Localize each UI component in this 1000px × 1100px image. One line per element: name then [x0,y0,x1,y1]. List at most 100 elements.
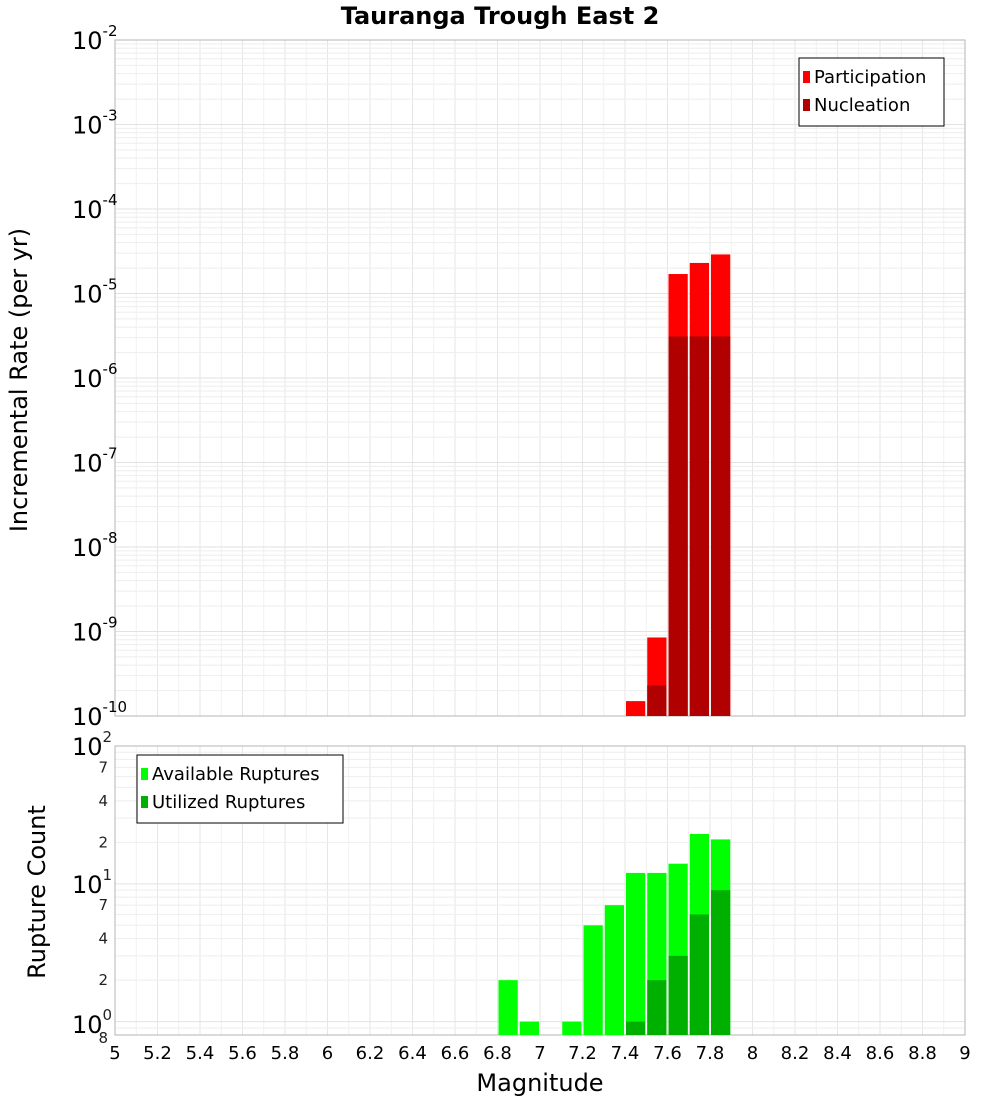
bottom-y-tick-label: 101 [72,866,112,899]
chart-title: Tauranga Trough East 2 [341,2,660,30]
bar-available-ruptures [626,872,646,1035]
x-tick-label: 9 [959,1043,970,1064]
x-tick-label: 5.2 [143,1043,172,1064]
tick-base: 10 [72,27,103,55]
tick-exponent: 2 [103,728,113,746]
x-tick-label: 6.2 [356,1043,385,1064]
tick-exponent: -7 [103,445,118,463]
bottom-y-tick-label: 100 [72,1006,112,1039]
x-tick-label: 7.4 [611,1043,640,1064]
x-tick-label: 8.2 [781,1043,810,1064]
legend-entry: Nucleation [814,95,910,116]
top-y-tick-label: 10-6 [72,360,118,393]
x-tick-label: 6.8 [483,1043,512,1064]
legend-swatch [141,768,148,780]
bottom-plot-bars [498,833,731,1035]
top-y-tick-label: 10-8 [72,529,118,562]
x-tick-label: 5.6 [228,1043,257,1064]
legend-swatch [141,796,148,808]
x-axis-ticks: 5 5.2 5.4 5.6 5.8 6 6.2 6.4 6.6 6.8 7 7.2 7.4 7.6 7.8 8… [109,1043,970,1064]
top-y-tick-label: 10-3 [72,107,118,140]
tick-base: 10 [72,450,103,478]
tick-base: 10 [72,281,103,309]
bottom-plot-frame [114,745,966,1036]
tick-base: 10 [72,1011,103,1039]
bar-utilized-ruptures [626,1021,646,1035]
x-tick-label: 5 [109,1043,120,1064]
bar-nucleation [647,685,667,716]
tick-base: 10 [72,365,103,393]
tick-base: 10 [72,703,103,731]
bar-available-ruptures [604,905,624,1035]
bar-available-ruptures [562,1021,582,1035]
tick-base: 10 [72,871,103,899]
x-tick-label: 7.2 [568,1043,597,1064]
tick-exponent: -3 [103,107,118,125]
x-tick-label: 5.8 [271,1043,300,1064]
top-legend: Participation Nucleation [798,57,945,127]
x-tick-label: 7.6 [653,1043,682,1064]
x-tick-label: 6.6 [441,1043,470,1064]
bar-utilized-ruptures [668,955,688,1035]
top-y-tick-label: 10-9 [72,614,118,647]
bar-nucleation [689,336,709,716]
tick-base: 10 [72,733,103,761]
tick-base: 10 [72,534,103,562]
bottom-y-minor-tick-label: 7 [98,896,108,914]
bottom-legend: Available Ruptures Utilized Ruptures [136,754,344,824]
bottom-y-minor-tick-label: 2 [98,971,108,989]
top-y-tick-label: 10-2 [72,22,118,55]
tick-exponent: -6 [103,360,118,378]
legend-box [798,57,945,127]
x-tick-label: 5.4 [186,1043,215,1064]
legend-swatch [803,99,810,111]
bar-available-ruptures [498,980,518,1035]
bar-nucleation [711,336,731,716]
bottom-y-minor-tick-label: 2 [98,833,108,851]
x-tick-label: 7 [534,1043,545,1064]
bar-nucleation [668,336,688,716]
top-plot-bars [626,254,731,716]
bottom-y-tick-label: 102 [72,728,112,761]
bottom-y-axis-label: Rupture Count [23,805,51,979]
top-y-axis-label: Incremental Rate (per yr) [5,228,33,532]
bottom-y-minor-tick-label: 7 [98,758,108,776]
top-y-tick-label: 10-10 [72,698,127,731]
x-tick-label: 8 [747,1043,758,1064]
bar-utilized-ruptures [711,890,731,1035]
tick-base: 10 [72,112,103,140]
legend-entry: Utilized Ruptures [152,792,305,813]
tick-base: 10 [72,196,103,224]
bottom-y-minor-tick-label: 8 [98,1029,108,1047]
legend-box [136,754,344,824]
bar-participation [626,701,646,716]
tick-exponent: -8 [103,529,118,547]
bar-utilized-ruptures [689,914,709,1035]
x-tick-label: 6 [322,1043,333,1064]
legend-swatch [803,71,810,83]
tick-exponent: -9 [103,614,118,632]
tick-exponent: -10 [103,698,128,716]
bar-available-ruptures [519,1021,539,1035]
top-y-tick-label: 10-5 [72,276,118,309]
tick-exponent: -2 [103,22,118,40]
x-tick-label: 8.4 [823,1043,852,1064]
legend-entry: Available Ruptures [152,764,320,785]
x-tick-label: 8.6 [866,1043,895,1064]
top-y-tick-label: 10-7 [72,445,118,478]
tick-exponent: 0 [103,1006,113,1024]
tick-exponent: -4 [103,191,118,209]
tick-base: 10 [72,619,103,647]
bottom-y-minor-tick-label: 4 [98,930,108,948]
top-plot-grid [114,39,966,717]
x-tick-label: 8.8 [908,1043,937,1064]
bottom-y-minor-tick-label: 4 [98,792,108,810]
top-y-tick-label: 10-4 [72,191,118,224]
tick-exponent: 1 [103,866,113,884]
legend-entry: Participation [814,67,926,88]
x-axis-label: Magnitude [476,1069,603,1097]
